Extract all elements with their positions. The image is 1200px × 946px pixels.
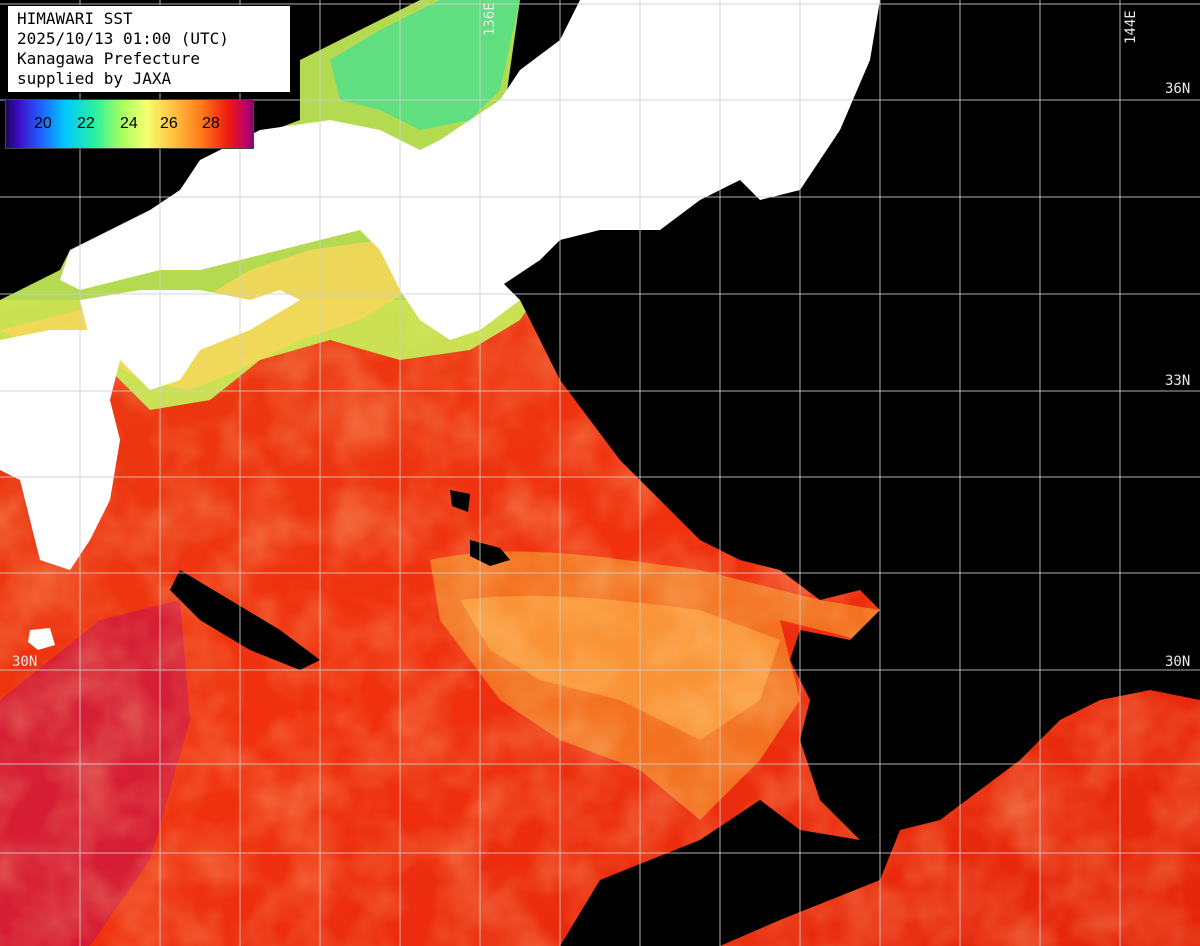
land-kyushu [0, 330, 120, 570]
lat-label-36n: 36N [1165, 81, 1191, 97]
lon-label-136e: 136E [482, 2, 498, 36]
map-title: HIMAWARI SST [17, 9, 133, 28]
region-name: Kanagawa Prefecture [17, 49, 201, 68]
coastal-cyan-water [330, 0, 520, 130]
observation-datetime: 2025/10/13 01:00 (UTC) [17, 29, 229, 48]
land-honshu [60, 0, 880, 330]
lat-label-30n-left: 30N [12, 654, 38, 670]
legend-tick-22: 22 [77, 115, 95, 132]
legend-tick-28: 28 [202, 115, 220, 132]
land-island-1 [28, 628, 55, 650]
legend-tick-20: 20 [34, 115, 52, 132]
land-island-2 [10, 376, 28, 392]
land-shikoku [80, 290, 300, 390]
lon-label-144e: 144E [1123, 10, 1139, 44]
cloud-mask-east [520, 200, 1200, 840]
cloud-mask-south [560, 800, 900, 946]
info-box: HIMAWARI SST 2025/10/13 01:00 (UTC) Kana… [7, 5, 291, 93]
cloud-blob-2 [450, 490, 470, 512]
land-kii-peninsula [380, 240, 520, 340]
data-credit: supplied by JAXA [17, 69, 172, 88]
cloud-strip [170, 570, 320, 670]
temperature-legend: 20 22 24 26 28 [5, 99, 254, 149]
legend-tick-24: 24 [120, 115, 138, 132]
legend-tick-26: 26 [160, 115, 178, 132]
lat-label-33n: 33N [1165, 373, 1191, 389]
lat-label-30n-right: 30N [1165, 654, 1191, 670]
